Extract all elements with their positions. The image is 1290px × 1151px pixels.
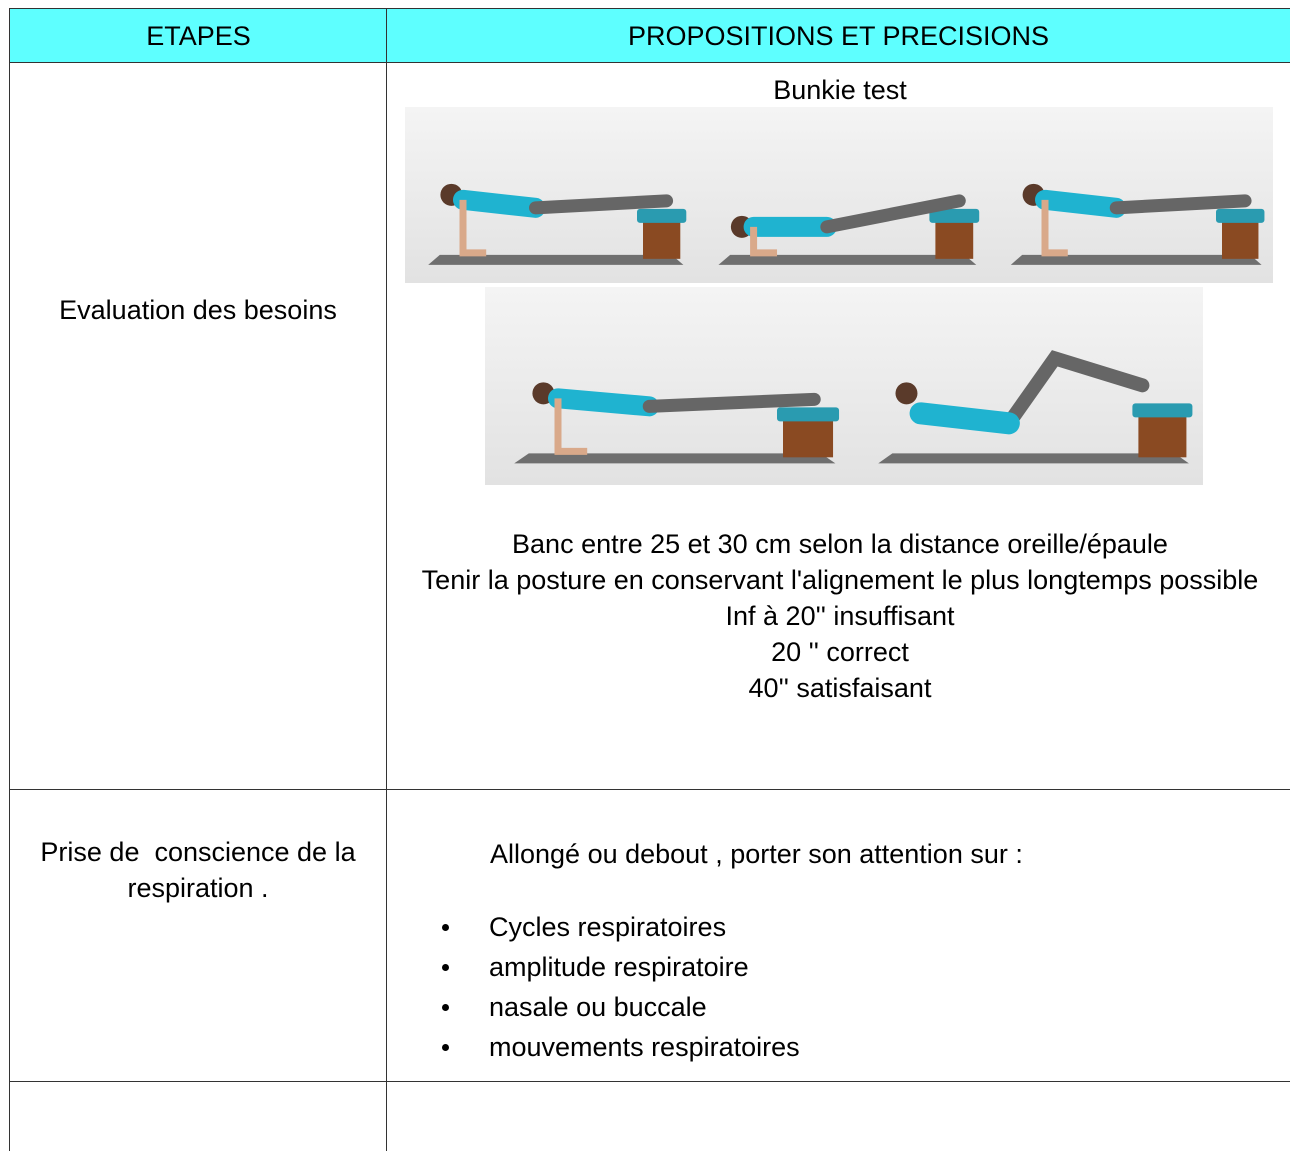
table-cell	[9, 1081, 387, 1151]
legs	[1109, 194, 1252, 215]
bullet-item: Cycles respiratoires	[420, 907, 800, 947]
intro-text: Allongé ou debout , porter son attention…	[490, 839, 1023, 869]
bench-leg	[643, 220, 681, 259]
description-line: Tenir la posture en conservant l'alignem…	[421, 565, 1259, 595]
arm	[1041, 199, 1068, 257]
torso	[909, 402, 1020, 435]
bullet-item: mouvements respiratoires	[420, 1027, 800, 1067]
step-label: Evaluation des besoins	[59, 295, 337, 325]
bench-leg	[1138, 415, 1187, 458]
test-title: Bunkie test	[773, 75, 907, 105]
bench-leg	[935, 220, 974, 259]
photo	[485, 287, 850, 485]
torso	[548, 388, 660, 417]
arm	[750, 226, 778, 257]
bench-top	[1132, 403, 1193, 418]
table-cell	[386, 62, 1290, 790]
header-cell: PROPOSITIONS ET PRECISIONS	[386, 8, 1290, 63]
legs	[529, 194, 674, 215]
description-line: 40'' satisfaisant	[748, 673, 932, 703]
head	[895, 382, 918, 405]
torso	[1035, 189, 1127, 218]
bench-leg	[1222, 220, 1259, 259]
bench-top	[637, 208, 687, 223]
description-line: 20 '' correct	[771, 637, 909, 667]
photo	[988, 107, 1273, 283]
table-cell	[9, 789, 387, 1082]
table-cell	[9, 62, 387, 790]
bullet-item: amplitude respiratoire	[420, 947, 800, 987]
bench-top	[929, 208, 980, 223]
legs	[1001, 350, 1150, 431]
photo	[405, 107, 695, 283]
description: Banc entre 25 et 30 cm selon la distance…	[392, 526, 1288, 706]
torso	[453, 189, 546, 218]
mat	[514, 453, 836, 464]
bench-top	[777, 407, 840, 422]
legs	[820, 194, 966, 234]
table-cell	[386, 789, 1290, 1082]
column-header: ETAPES	[146, 20, 251, 51]
bench-top	[1216, 208, 1265, 223]
photo	[850, 287, 1203, 485]
description-line: Banc entre 25 et 30 cm selon la distance…	[512, 529, 1168, 559]
mat	[878, 453, 1189, 464]
arm	[554, 398, 588, 455]
mat	[718, 254, 977, 265]
bullet-list: Cycles respiratoires amplitude respiratoi…	[420, 907, 800, 1067]
arm	[459, 199, 487, 257]
table-cell	[386, 1081, 1290, 1151]
mat	[1010, 254, 1262, 265]
mat	[428, 254, 684, 265]
bullet-item: nasale ou buccale	[420, 987, 800, 1027]
description-line: Inf à 20'' insuffisant	[725, 601, 955, 631]
step-label: Prise de conscience de la respiration .	[40, 837, 364, 903]
legs	[642, 392, 821, 413]
bench-leg	[783, 419, 834, 458]
photo	[695, 107, 988, 283]
header-cell: ETAPES	[9, 8, 387, 63]
column-header: PROPOSITIONS ET PRECISIONS	[627, 20, 1050, 51]
